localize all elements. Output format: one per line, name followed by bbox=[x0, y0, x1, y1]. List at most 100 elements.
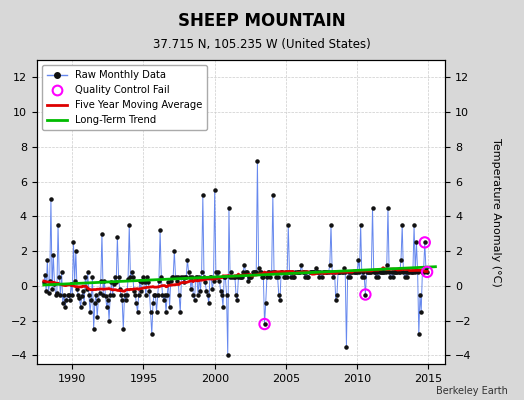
Point bbox=[316, 269, 324, 275]
Point bbox=[42, 288, 50, 294]
Point bbox=[327, 222, 335, 228]
Point bbox=[83, 269, 92, 275]
Point bbox=[370, 269, 379, 275]
Point bbox=[122, 296, 130, 303]
Point bbox=[131, 291, 139, 298]
Point bbox=[293, 269, 302, 275]
Point bbox=[329, 274, 337, 280]
Point bbox=[412, 239, 421, 246]
Point bbox=[187, 286, 195, 292]
Point bbox=[226, 274, 234, 280]
Point bbox=[130, 288, 138, 294]
Point bbox=[203, 291, 212, 298]
Point bbox=[243, 269, 251, 275]
Point bbox=[265, 269, 274, 275]
Point bbox=[352, 269, 360, 275]
Point bbox=[143, 274, 151, 280]
Point bbox=[296, 269, 304, 275]
Point bbox=[156, 227, 165, 234]
Point bbox=[377, 269, 385, 275]
Point bbox=[80, 300, 89, 306]
Point bbox=[247, 274, 256, 280]
Point bbox=[414, 331, 423, 338]
Point bbox=[240, 262, 248, 268]
Point bbox=[309, 269, 318, 275]
Point bbox=[148, 331, 156, 338]
Point bbox=[395, 269, 403, 275]
Point bbox=[380, 269, 389, 275]
Point bbox=[123, 291, 131, 298]
Point bbox=[409, 269, 417, 275]
Point bbox=[211, 187, 219, 194]
Point bbox=[417, 309, 425, 315]
Point bbox=[204, 300, 213, 306]
Point bbox=[330, 269, 339, 275]
Point bbox=[172, 278, 181, 284]
Point bbox=[191, 274, 200, 280]
Point bbox=[105, 317, 113, 324]
Point bbox=[86, 309, 94, 315]
Point bbox=[302, 269, 310, 275]
Point bbox=[164, 279, 172, 286]
Point bbox=[308, 269, 316, 275]
Point bbox=[360, 274, 368, 280]
Point bbox=[359, 269, 367, 275]
Text: SHEEP MOUNTAIN: SHEEP MOUNTAIN bbox=[178, 12, 346, 30]
Point bbox=[46, 278, 54, 284]
Point bbox=[202, 288, 211, 294]
Point bbox=[238, 274, 246, 280]
Point bbox=[325, 262, 334, 268]
Point bbox=[381, 269, 390, 275]
Point bbox=[264, 269, 272, 275]
Point bbox=[40, 279, 48, 286]
Point bbox=[311, 265, 320, 272]
Point bbox=[292, 269, 301, 275]
Point bbox=[418, 269, 427, 275]
Point bbox=[319, 269, 327, 275]
Point bbox=[234, 274, 243, 280]
Point bbox=[392, 269, 400, 275]
Point bbox=[214, 269, 223, 275]
Point bbox=[163, 291, 171, 298]
Point bbox=[56, 291, 64, 298]
Point bbox=[419, 269, 428, 275]
Point bbox=[393, 269, 401, 275]
Point bbox=[107, 279, 116, 286]
Point bbox=[159, 296, 168, 303]
Point bbox=[282, 269, 290, 275]
Point bbox=[174, 274, 182, 280]
Point bbox=[144, 279, 152, 286]
Point bbox=[387, 269, 396, 275]
Point bbox=[128, 274, 137, 280]
Point bbox=[48, 286, 56, 292]
Point bbox=[274, 274, 282, 280]
Point bbox=[391, 269, 399, 275]
Point bbox=[125, 222, 134, 228]
Point bbox=[348, 269, 356, 275]
Point bbox=[81, 274, 90, 280]
Point bbox=[421, 239, 429, 246]
Point bbox=[82, 286, 91, 292]
Point bbox=[59, 300, 67, 306]
Point bbox=[206, 274, 214, 280]
Point bbox=[398, 222, 407, 228]
Point bbox=[99, 291, 107, 298]
Point bbox=[195, 274, 203, 280]
Point bbox=[321, 269, 329, 275]
Point bbox=[216, 288, 225, 294]
Point bbox=[168, 274, 176, 280]
Point bbox=[136, 278, 144, 284]
Point bbox=[269, 192, 277, 199]
Point bbox=[220, 274, 228, 280]
Point bbox=[70, 278, 79, 284]
Point bbox=[267, 269, 276, 275]
Point bbox=[275, 291, 283, 298]
Point bbox=[96, 278, 105, 284]
Point bbox=[176, 309, 184, 315]
Point bbox=[106, 291, 114, 298]
Point bbox=[67, 281, 75, 287]
Point bbox=[337, 269, 346, 275]
Point bbox=[154, 291, 162, 298]
Point bbox=[119, 326, 127, 332]
Point bbox=[149, 300, 157, 306]
